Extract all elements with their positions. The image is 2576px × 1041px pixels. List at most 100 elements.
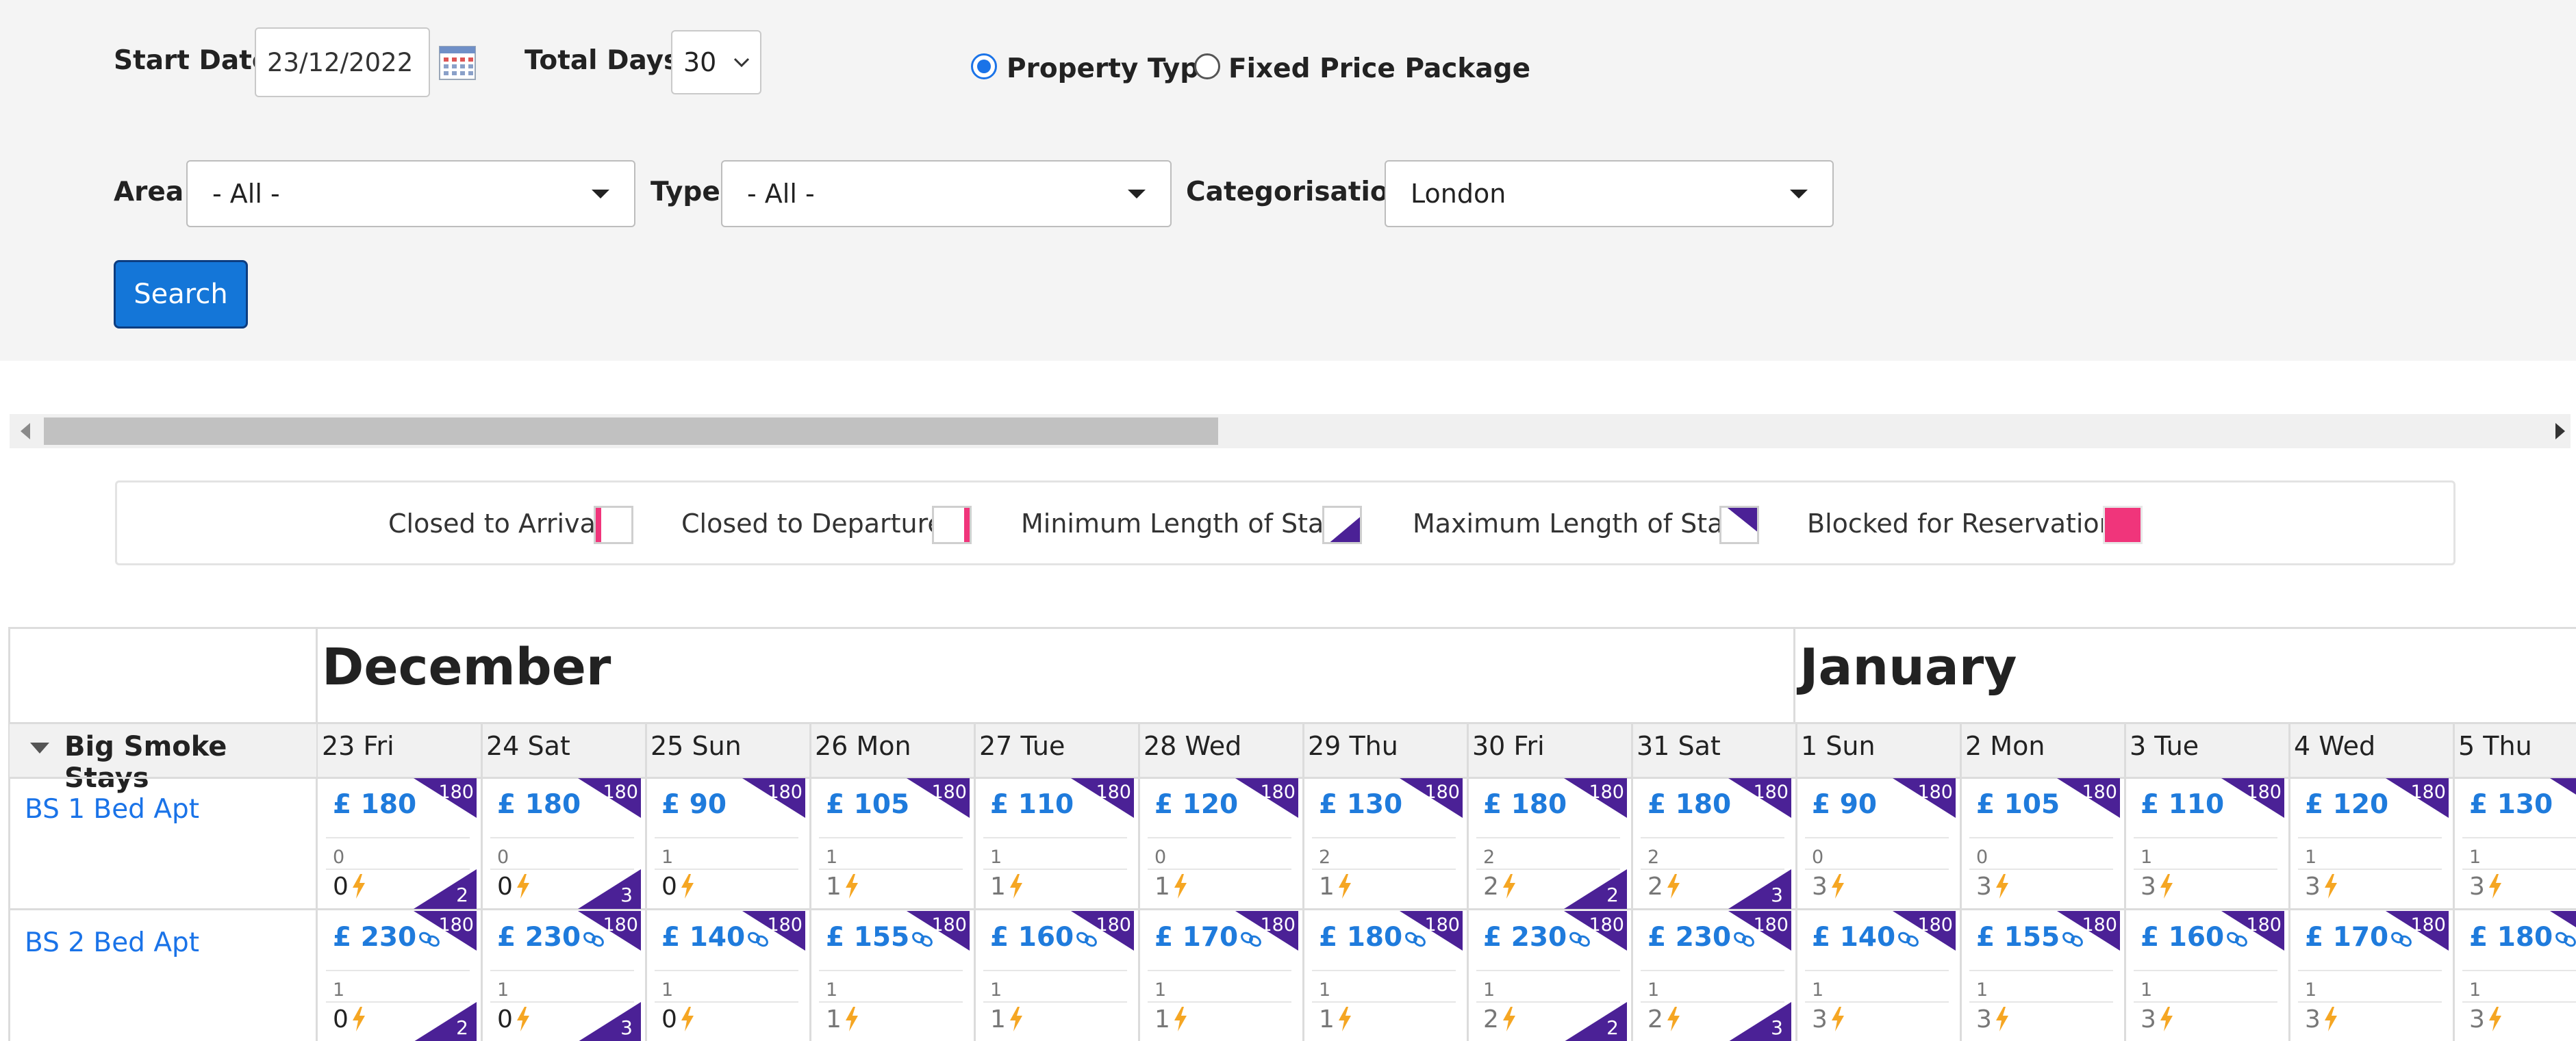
total-days-select[interactable]: 30 bbox=[671, 30, 761, 94]
scroll-left-icon[interactable] bbox=[21, 423, 30, 439]
day-header-label: 30 Fri bbox=[1472, 731, 1545, 761]
rate-cell[interactable]: £ 180 180 2 2 3 bbox=[1634, 778, 1791, 910]
price[interactable]: £ 180 bbox=[497, 789, 581, 820]
scrollbar-thumb[interactable] bbox=[44, 417, 1218, 445]
price[interactable]: £ 130 bbox=[1319, 789, 1402, 820]
weekday-name: Sat bbox=[1678, 731, 1721, 761]
horizontal-scrollbar[interactable] bbox=[10, 414, 2571, 448]
rate-cell[interactable]: £ 110 180 1 1 bbox=[976, 778, 1134, 910]
rate-cell[interactable]: £ 230 180 1 2 3 bbox=[1634, 911, 1791, 1041]
cell-separator bbox=[819, 837, 963, 838]
booking-count-value: 0 bbox=[497, 1005, 513, 1033]
radio-property-type[interactable] bbox=[971, 53, 997, 79]
cell-separator bbox=[2462, 970, 2576, 971]
rate-cell[interactable]: £ 230 180 1 2 2 bbox=[1469, 911, 1627, 1041]
day-header-label: 24 Sat bbox=[486, 731, 570, 761]
group-header[interactable]: Big Smoke Stays bbox=[10, 722, 316, 794]
calendar-icon[interactable] bbox=[438, 42, 477, 81]
legend-min-stay-label: Minimum Length of Stay: bbox=[1021, 509, 1346, 539]
price[interactable]: £ 110 bbox=[990, 789, 1074, 820]
availability-value: 1 bbox=[1976, 979, 1988, 1001]
price[interactable]: £ 105 bbox=[1976, 789, 2060, 820]
price[interactable]: £ 180 bbox=[1647, 789, 1731, 820]
rate-cell[interactable]: £ 105 180 0 3 bbox=[1962, 778, 2120, 910]
property-link-bs-2-bed[interactable]: BS 2 Bed Apt bbox=[25, 927, 200, 958]
collapse-triangle-icon[interactable] bbox=[30, 743, 49, 754]
rate-cell[interactable]: £ 130 180 2 1 bbox=[1305, 778, 1463, 910]
scroll-right-icon[interactable] bbox=[2555, 423, 2565, 439]
max-stay-corner bbox=[2221, 911, 2284, 951]
property-link-bs-1-bed[interactable]: BS 1 Bed Apt bbox=[25, 794, 200, 825]
rate-cell[interactable]: £ 130 180 1 3 bbox=[2455, 778, 2576, 910]
price[interactable]: £ 90 bbox=[1812, 789, 1877, 820]
rate-cell[interactable]: £ 180 180 1 3 bbox=[2455, 911, 2576, 1041]
price-value: £ 105 bbox=[826, 789, 910, 820]
weekday-name: Mon bbox=[1990, 731, 2045, 761]
booking-count: 3 bbox=[2141, 873, 2174, 901]
rate-cell[interactable]: £ 105 180 1 1 bbox=[812, 778, 970, 910]
booking-count: 3 bbox=[1976, 1005, 2010, 1033]
price-value: £ 180 bbox=[497, 789, 581, 820]
rate-cell[interactable]: £ 230 180 1 0 2 bbox=[319, 911, 477, 1041]
rate-cell[interactable]: £ 140 180 1 0 bbox=[648, 911, 805, 1041]
rate-cell[interactable]: £ 180 180 0 0 3 bbox=[483, 778, 641, 910]
month-label-january: January bbox=[1800, 638, 2017, 697]
rate-cell[interactable]: £ 155 180 1 3 bbox=[1962, 911, 2120, 1041]
radio-fixed-price[interactable] bbox=[1194, 53, 1220, 79]
rate-cell[interactable]: £ 155 180 1 1 bbox=[812, 911, 970, 1041]
price[interactable]: £ 90 bbox=[661, 789, 727, 820]
rate-cell[interactable]: £ 120 180 1 3 bbox=[2291, 778, 2449, 910]
rate-cell[interactable]: £ 170 180 1 1 bbox=[1141, 911, 1298, 1041]
rate-cell[interactable]: £ 110 180 1 3 bbox=[2127, 778, 2284, 910]
rate-cell[interactable]: £ 170 180 1 3 bbox=[2291, 911, 2449, 1041]
rate-cell[interactable]: £ 230 180 1 0 3 bbox=[483, 911, 641, 1041]
column-divider bbox=[809, 722, 811, 1041]
day-number: 26 bbox=[815, 731, 848, 761]
price[interactable]: £ 180 bbox=[2469, 922, 2576, 953]
price[interactable]: £ 120 bbox=[1154, 789, 1238, 820]
booking-count: 0 bbox=[497, 1005, 531, 1033]
weekday-name: Thu bbox=[1349, 731, 1398, 761]
day-number: 23 bbox=[322, 731, 355, 761]
lightning-icon bbox=[2324, 1007, 2337, 1031]
min-stay-corner bbox=[414, 1002, 477, 1041]
price[interactable]: £ 130 bbox=[2469, 789, 2553, 820]
search-button[interactable]: Search bbox=[114, 260, 248, 329]
rate-cell[interactable]: £ 160 180 1 3 bbox=[2127, 911, 2284, 1041]
rate-cell[interactable]: £ 180 180 0 0 2 bbox=[319, 778, 477, 910]
categorisation-select[interactable]: London bbox=[1385, 160, 1834, 227]
weekday-name: Tue bbox=[1020, 731, 1065, 761]
type-select[interactable]: - All - bbox=[721, 160, 1172, 227]
day-number: 5 bbox=[2458, 731, 2475, 761]
lightning-icon bbox=[352, 1007, 365, 1031]
price[interactable]: £ 180 bbox=[1483, 789, 1567, 820]
price[interactable]: £ 180 bbox=[1319, 922, 1427, 953]
area-select[interactable]: - All - bbox=[186, 160, 635, 227]
price[interactable]: £ 155 bbox=[1976, 922, 2084, 953]
start-date-input[interactable]: 23/12/2022 bbox=[255, 27, 430, 97]
price[interactable]: £ 120 bbox=[2305, 789, 2388, 820]
cell-separator bbox=[1476, 970, 1620, 971]
max-stay-value: 180 bbox=[2575, 782, 2576, 803]
rate-cell[interactable]: £ 160 180 1 1 bbox=[976, 911, 1134, 1041]
rate-cell[interactable]: £ 180 180 2 2 2 bbox=[1469, 778, 1627, 910]
rate-cell[interactable]: £ 90 180 1 0 bbox=[648, 778, 805, 910]
price[interactable]: £ 180 bbox=[333, 789, 416, 820]
booking-count-value: 1 bbox=[826, 1005, 842, 1033]
price-value: £ 90 bbox=[1812, 789, 1877, 820]
availability-value: 1 bbox=[1812, 979, 1824, 1001]
price[interactable]: £ 110 bbox=[2141, 789, 2224, 820]
rate-cell[interactable]: £ 180 180 1 1 bbox=[1305, 911, 1463, 1041]
cell-separator bbox=[326, 869, 470, 870]
cell-separator bbox=[490, 869, 634, 870]
max-stay-value: 180 bbox=[1260, 914, 1296, 936]
max-stay-corner bbox=[1071, 911, 1134, 951]
price[interactable]: £ 230 bbox=[333, 922, 441, 953]
rate-cell[interactable]: £ 90 180 0 3 bbox=[1798, 778, 1956, 910]
price[interactable]: £ 105 bbox=[826, 789, 909, 820]
max-stay-corner bbox=[2386, 778, 2449, 818]
rate-cell[interactable]: £ 120 180 0 1 bbox=[1141, 778, 1298, 910]
rate-cell[interactable]: £ 140 180 1 3 bbox=[1798, 911, 1956, 1041]
price-value: £ 110 bbox=[2141, 789, 2225, 820]
radio-property-type-label: Property Type bbox=[1007, 53, 1217, 84]
